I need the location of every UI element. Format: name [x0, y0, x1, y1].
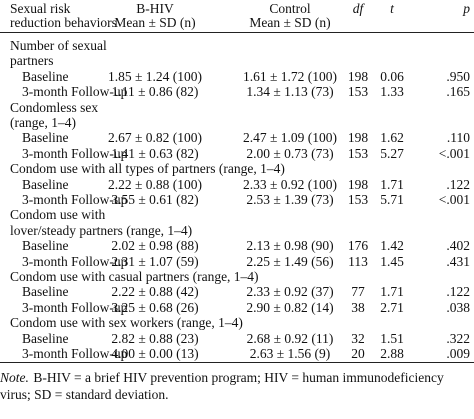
cell: 2.25 ± 1.49 (56): [246, 253, 334, 269]
cell: 0.06: [380, 68, 404, 84]
cell: 5.71: [380, 192, 404, 207]
header-label: reduction behaviors: [10, 15, 117, 30]
cell: 153: [347, 84, 369, 100]
cell: 2.53 ± 1.39 (73): [246, 192, 334, 207]
cell: 2.71: [380, 299, 404, 315]
note-text: virus; SD = standard deviation.: [0, 386, 169, 402]
cell: <.001: [438, 145, 470, 161]
cell: 2.63 ± 1.56 (9): [249, 346, 331, 361]
cell: .122: [446, 284, 470, 300]
cell: 2.88: [380, 346, 404, 361]
cell: 2.82 ± 0.88 (23): [111, 330, 199, 346]
cell: 153: [347, 145, 369, 161]
cell: .402: [446, 238, 470, 254]
cell: 4.00 ± 0.00 (13): [111, 346, 199, 361]
cell: 1.71: [380, 284, 404, 300]
row-label: Baseline: [22, 238, 69, 254]
cell: .322: [446, 330, 470, 346]
cell: 2.67 ± 0.82 (100): [107, 130, 203, 146]
row-label: Baseline: [22, 330, 69, 346]
cell: 2.22 ± 0.88 (100): [107, 176, 203, 192]
cell: 153: [347, 192, 369, 207]
cell: 1.42: [380, 238, 404, 254]
cell: 198: [347, 130, 369, 146]
cell: 2.31 ± 1.07 (59): [111, 253, 199, 269]
group-title: Condom use with all types of partners (r…: [10, 161, 285, 177]
cell: 1.61 ± 1.72 (100): [242, 68, 338, 84]
cell: 2.90 ± 0.82 (14): [246, 299, 334, 315]
cell: .038: [446, 299, 470, 315]
cell: .431: [446, 253, 470, 269]
cell: 1.34 ± 1.13 (73): [246, 84, 334, 100]
row-label: 3-month Follow-up: [22, 253, 128, 269]
cell: .122: [446, 176, 470, 192]
cell: .110: [446, 130, 470, 146]
row-label: 3-month Follow-up: [22, 145, 128, 161]
cell: 77: [351, 284, 365, 300]
row-label: 3-month Follow-up: [22, 299, 128, 315]
column-header: Mean ± SD (n): [114, 15, 196, 30]
group-title: Condom use with casual partners (range, …: [10, 269, 259, 284]
cell: 3.55 ± 0.61 (82): [111, 192, 199, 207]
group-title: Condom use with sex workers (range, 1–4): [10, 315, 243, 331]
row-label: 3-month Follow-up: [22, 192, 128, 207]
cell: 2.13 ± 0.98 (90): [246, 238, 334, 254]
cell: 32: [351, 330, 365, 346]
note-label: Note.: [0, 370, 29, 385]
cell: 2.00 ± 0.73 (73): [246, 145, 334, 161]
cell: 2.33 ± 0.92 (37): [246, 284, 334, 300]
cell: 3.25 ± 0.68 (26): [111, 299, 199, 315]
cell: 2.22 ± 0.88 (42): [111, 284, 199, 300]
note-text: B-HIV = a brief HIV prevention program; …: [30, 370, 444, 385]
cell: 1.51: [380, 330, 404, 346]
group-title: Condomless sex: [10, 99, 99, 115]
cell: 1.41 ± 0.63 (82): [111, 145, 199, 161]
cell: 5.27: [380, 145, 404, 161]
cell: 20: [351, 346, 365, 361]
cell: 2.33 ± 0.92 (100): [242, 176, 338, 192]
cell: <.001: [438, 192, 470, 207]
column-header: B-HIV: [136, 1, 174, 16]
header-label: Sexual risk: [10, 1, 71, 16]
cell: 1.62: [380, 130, 404, 146]
cell: 2.47 ± 1.09 (100): [242, 130, 338, 146]
cell: 176: [347, 238, 369, 254]
cell: 198: [347, 176, 369, 192]
group-title: Condom use with: [10, 207, 106, 223]
column-header: p: [463, 1, 470, 16]
header-rule: [0, 32, 474, 33]
column-header: Control: [269, 1, 311, 16]
cell: 1.71: [380, 176, 404, 192]
group-title: partners: [10, 53, 54, 69]
cell: 2.02 ± 0.98 (88): [111, 238, 199, 254]
bottom-rule: [0, 362, 474, 363]
cell: 1.33: [380, 84, 404, 100]
group-title: lover/steady partners (range, 1–4): [10, 222, 193, 238]
column-header: df: [352, 1, 364, 16]
row-label: 3-month Follow-up: [22, 346, 128, 361]
cell: 113: [348, 253, 368, 269]
row-label: Baseline: [22, 284, 69, 300]
row-label: Baseline: [22, 130, 69, 146]
cell: 1.45: [380, 253, 404, 269]
cell: 2.68 ± 0.92 (11): [246, 330, 334, 346]
cell: 198: [347, 68, 369, 84]
column-header: t: [390, 1, 394, 16]
row-label: Baseline: [22, 68, 69, 84]
group-title: Number of sexual: [10, 38, 107, 53]
column-header: Mean ± SD (n): [249, 15, 331, 30]
cell: 38: [351, 299, 365, 315]
cell: 1.11 ± 0.86 (82): [111, 84, 199, 100]
cell: 1.85 ± 1.24 (100): [107, 68, 203, 84]
cell: .009: [446, 346, 470, 361]
group-title: (range, 1–4): [10, 115, 76, 130]
cell: .950: [446, 68, 470, 84]
cell: .165: [446, 84, 470, 100]
row-label: Baseline: [22, 176, 69, 192]
row-label: 3-month Follow-up: [22, 84, 128, 100]
